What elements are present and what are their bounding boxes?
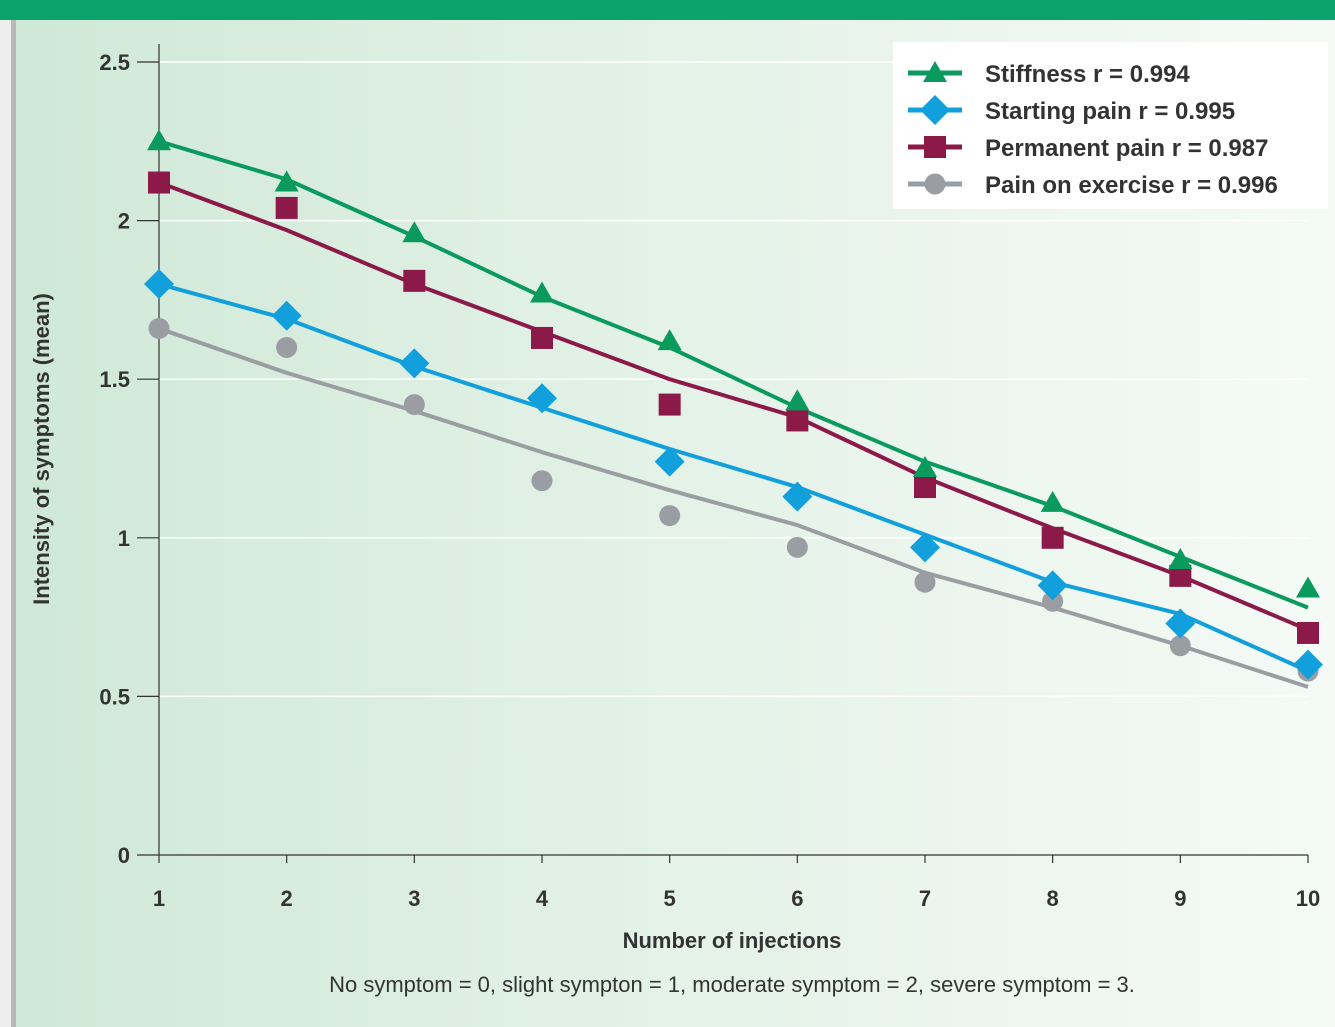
legend-marker-triangle <box>923 61 947 82</box>
legend-marker-diamond <box>920 95 950 125</box>
data-point-triangle <box>1296 576 1320 598</box>
legend: Stiffness r = 0.994 Starting pain r = 0.9… <box>893 42 1328 209</box>
series-line <box>158 282 1309 673</box>
data-point-triangle <box>147 129 171 151</box>
data-point-circle <box>1042 590 1064 612</box>
data-point-square <box>658 393 681 416</box>
data-point-triangle <box>785 389 810 411</box>
data-point-triangle <box>530 281 554 303</box>
data-point-diamond <box>527 383 557 414</box>
x-axis-ticks: 1 2 3 4 5 6 7 8 9 10 <box>153 855 1320 911</box>
legend-box <box>893 42 1328 209</box>
left-border-shadow <box>11 20 16 1027</box>
legend-label: Stiffness r = 0.994 <box>985 61 1190 88</box>
data-point-diamond <box>399 348 430 379</box>
y-tick-label: 0.5 <box>99 684 130 709</box>
footnote: No symptom = 0, slight sympton = 1, mode… <box>329 972 1135 997</box>
x-tick-label: 8 <box>1047 886 1059 911</box>
data-point-circle <box>276 336 298 358</box>
data-point-square <box>1169 564 1192 587</box>
data-point-square <box>148 171 170 194</box>
data-point-circle <box>659 505 681 527</box>
series-line <box>158 180 1309 632</box>
data-point-circle <box>786 536 808 558</box>
legend-label: Permanent pain r = 0.987 <box>985 135 1268 162</box>
data-point-diamond <box>1165 608 1196 639</box>
data-point-triangle <box>1168 548 1193 570</box>
x-tick-label: 7 <box>919 886 931 911</box>
x-tick-label: 2 <box>281 886 293 911</box>
data-point-square <box>786 409 809 432</box>
y-tick-label: 0 <box>118 843 130 868</box>
data-point-triangle <box>402 221 427 243</box>
x-axis-title: Number of injections <box>623 928 842 953</box>
legend-marker-circle <box>924 173 946 195</box>
series-layer <box>144 129 1323 689</box>
series-line <box>158 139 1309 610</box>
y-axis-title: Intensity of symptoms (mean) <box>29 293 54 605</box>
x-tick-label: 9 <box>1174 886 1186 911</box>
data-point-diamond <box>782 481 813 512</box>
top-accent-bar <box>0 0 1335 20</box>
data-point-diamond <box>144 269 174 300</box>
y-tick-label: 1.5 <box>99 367 130 392</box>
x-tick-label: 5 <box>664 886 676 911</box>
data-point-diamond <box>1293 649 1323 680</box>
data-point-circle <box>148 317 170 339</box>
y-tick-label: 2 <box>118 209 130 234</box>
data-point-diamond <box>1037 570 1068 601</box>
data-point-square <box>403 269 426 292</box>
data-point-circle <box>531 470 553 492</box>
y-tick-label: 2.5 <box>99 50 130 75</box>
data-point-circle <box>1169 635 1191 657</box>
data-point-triangle <box>274 170 299 192</box>
legend-label: Starting pain r = 0.995 <box>985 98 1235 125</box>
data-point-square <box>531 326 553 349</box>
data-point-square <box>1041 526 1064 549</box>
data-point-square <box>1297 621 1319 644</box>
data-point-triangle <box>913 456 937 478</box>
data-point-square <box>914 476 936 499</box>
legend-marker-square <box>924 136 946 158</box>
x-tick-label: 10 <box>1296 886 1320 911</box>
x-tick-label: 6 <box>791 886 803 911</box>
data-point-square <box>275 196 298 219</box>
data-point-diamond <box>271 300 302 331</box>
data-point-circle <box>403 394 425 416</box>
y-tick-label: 1 <box>118 526 130 551</box>
y-axis-ticks: 0 0.5 1 1.5 2 2.5 <box>99 50 159 868</box>
data-point-diamond <box>654 446 685 477</box>
data-point-diamond <box>910 532 940 563</box>
data-point-triangle <box>1040 490 1065 512</box>
data-point-triangle <box>657 329 682 351</box>
x-tick-label: 4 <box>536 886 549 911</box>
x-tick-label: 3 <box>408 886 420 911</box>
legend-label: Pain on exercise r = 0.996 <box>985 172 1278 199</box>
data-point-circle <box>914 571 936 593</box>
series-line <box>158 326 1309 689</box>
x-tick-label: 1 <box>153 886 165 911</box>
